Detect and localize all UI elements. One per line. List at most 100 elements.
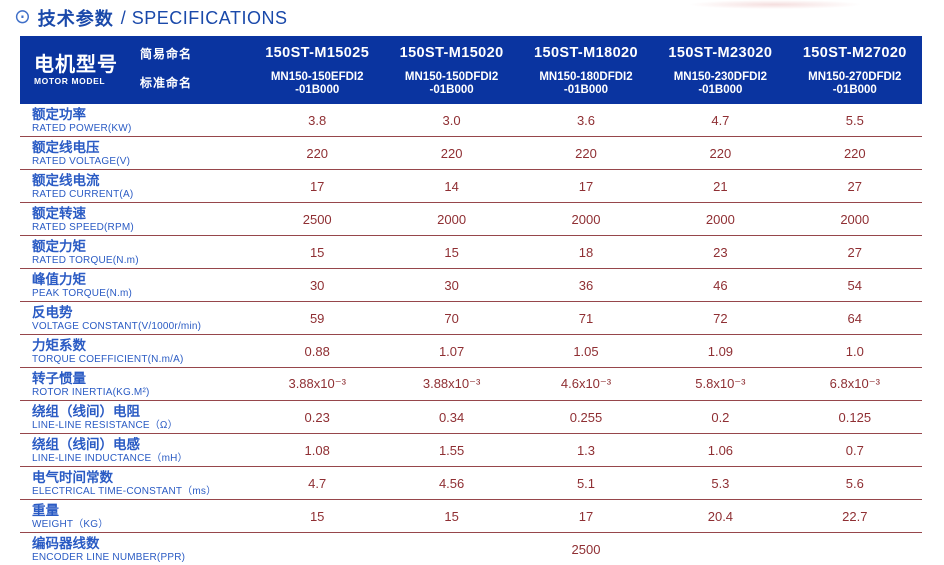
model-simple-name: 150ST-M27020 <box>802 45 907 61</box>
spec-value-cell: 0.125 <box>838 409 872 425</box>
spec-value-cell: 18 <box>578 244 594 260</box>
spec-value-cell: 27 <box>847 244 863 260</box>
spec-value-cell: 15 <box>444 244 459 260</box>
model-simple-name: 150ST-M18020 <box>534 45 638 61</box>
spec-label-zh: 绕组（线间）电阻 <box>32 404 140 419</box>
spec-label-en: RATED TORQUE(N.m) <box>32 254 139 266</box>
spec-label-en: TORQUE COEFFICIENT(N.m/A) <box>32 353 184 365</box>
spec-label-cell: 额定线电流 RATED CURRENT(A) <box>20 170 250 202</box>
spec-value-cell: 4.6x10⁻³ <box>560 376 612 391</box>
spec-value-cell: 4.7 <box>711 112 730 128</box>
table-row: 绕组（线间）电阻 LINE-LINE RESISTANCE（Ω） 0.23 0.3… <box>20 401 922 434</box>
spec-value-cell <box>384 533 518 565</box>
spec-label-zh: 额定线电压 <box>32 140 100 155</box>
simple-name-label: 简易命名 <box>140 47 193 61</box>
spec-label-en: RATED SPEED(RPM) <box>32 221 134 233</box>
spec-value-cell: 23 <box>713 244 728 260</box>
spec-value-cell: 72 <box>713 310 728 326</box>
spec-label-zh: 额定转速 <box>32 206 86 221</box>
spec-label-zh: 转子惯量 <box>32 371 86 386</box>
spec-label-en: RATED POWER(KW) <box>32 122 132 134</box>
spec-label-zh: 峰值力矩 <box>32 272 86 287</box>
table-row: 力矩系数 TORQUE COEFFICIENT(N.m/A) 0.88 1.07 1… <box>20 335 922 368</box>
spec-label-en: RATED VOLTAGE(V) <box>32 155 131 167</box>
spec-value-cell: 5.5 <box>845 112 864 128</box>
spec-value-cell: 3.88x10⁻³ <box>288 376 346 391</box>
spec-label-en: VOLTAGE CONSTANT(V/1000r/min) <box>32 320 202 332</box>
table-row: 转子惯量 ROTOR INERTIA(KG.M²) 3.88x10⁻³ 3.88x… <box>20 368 922 401</box>
table-row: 电气时间常数 ELECTRICAL TIME-CONSTANT（ms） 4.7 4… <box>20 467 922 500</box>
spec-value-cell: 3.8 <box>308 112 327 128</box>
spec-value-cell <box>788 533 922 565</box>
model-column-header: 150ST-M27020 MN150-270DFDI2 -01B000 <box>788 36 922 104</box>
spec-value-cell: 1.09 <box>707 343 734 359</box>
spec-value-cell: 0.7 <box>845 442 864 458</box>
model-standard-name: MN150-270DFDI2 -01B000 <box>808 70 902 96</box>
table-row: 额定线电压 RATED VOLTAGE(V) 220 220 220 220 220 <box>20 137 922 170</box>
specifications-table: 电机型号 MOTOR MODEL 简易命名 标准命名 150ST-M15025 … <box>20 36 922 565</box>
spec-value-cell: 0.88 <box>304 343 330 359</box>
spec-value-cell: 220 <box>306 145 329 161</box>
spec-value-cell: 3.6 <box>576 112 596 128</box>
spec-value-cell: 0.23 <box>304 409 330 425</box>
table-body: 额定功率 RATED POWER(KW) 3.8 3.0 3.6 4.7 5.5 额定线… <box>20 104 922 565</box>
spec-value-cell: 71 <box>578 310 594 326</box>
spec-label-cell: 重量 WEIGHT（KG） <box>20 500 250 532</box>
spec-label-cell: 额定线电压 RATED VOLTAGE(V) <box>20 137 250 169</box>
spec-value-cell: 4.56 <box>438 475 465 491</box>
spec-value-cell: 27 <box>847 178 863 194</box>
spec-value-cell: 15 <box>309 244 325 260</box>
spec-label-zh: 额定力矩 <box>32 239 86 254</box>
spec-label-cell: 转子惯量 ROTOR INERTIA(KG.M²) <box>20 368 250 400</box>
motor-model-title-zh: 电机型号 <box>34 54 118 76</box>
spec-value-cell: 14 <box>444 178 459 194</box>
spec-value-cell <box>653 533 787 565</box>
spec-value-cell: 1.55 <box>438 442 465 458</box>
spec-value-cell: 0.255 <box>569 409 603 425</box>
spec-value-cell: 5.6 <box>845 475 864 491</box>
table-row: 额定功率 RATED POWER(KW) 3.8 3.0 3.6 4.7 5.5 <box>20 104 922 137</box>
table-row: 编码器线数 ENCODER LINE NUMBER(PPR) 2500 <box>20 533 922 565</box>
spec-label-en: PEAK TORQUE(N.m) <box>32 287 133 299</box>
page-title-en: / SPECIFICATIONS <box>120 7 288 28</box>
spec-value-cell: 2000 <box>437 211 467 227</box>
spec-label-cell: 额定功率 RATED POWER(KW) <box>20 104 250 136</box>
model-column-header: 150ST-M23020 MN150-230DFDI2 -01B000 <box>653 36 787 104</box>
table-row: 额定转速 RATED SPEED(RPM) 2500 2000 2000 2000 20… <box>20 203 922 236</box>
spec-value-cell: 17 <box>578 508 594 524</box>
photo-edge-artifact <box>690 0 860 9</box>
spec-value-cell: 64 <box>847 310 863 326</box>
spec-value-cell: 1.06 <box>707 442 734 458</box>
motor-model-title-en: MOTOR MODEL <box>34 76 106 86</box>
spec-value-cell: 54 <box>847 277 863 293</box>
spec-value-cell: 22.7 <box>842 508 868 524</box>
table-header-row: 电机型号 MOTOR MODEL 简易命名 标准命名 150ST-M15025 … <box>20 36 922 104</box>
spec-value-cell: 30 <box>309 277 325 293</box>
spec-value-cell: 6.8x10⁻³ <box>829 376 880 391</box>
spec-label-cell: 绕组（线间）电阻 LINE-LINE RESISTANCE（Ω） <box>20 401 250 433</box>
model-column-header: 150ST-M15025 MN150-150EFDI2 -01B000 <box>250 36 384 104</box>
spec-label-cell: 力矩系数 TORQUE COEFFICIENT(N.m/A) <box>20 335 250 367</box>
table-row: 额定线电流 RATED CURRENT(A) 17 14 17 21 27 <box>20 170 922 203</box>
spec-label-en: ELECTRICAL TIME-CONSTANT（ms） <box>32 485 217 497</box>
spec-label-zh: 编码器线数 <box>32 536 100 551</box>
spec-label-en: LINE-LINE RESISTANCE（Ω） <box>32 419 178 431</box>
page-title-zh: 技术参数 <box>37 9 114 29</box>
spec-label-cell: 电气时间常数 ELECTRICAL TIME-CONSTANT（ms） <box>20 467 250 499</box>
spec-value-cell: 1.0 <box>845 343 864 359</box>
standard-name-label: 标准命名 <box>140 76 193 90</box>
table-row: 反电势 VOLTAGE CONSTANT(V/1000r/min) 59 70 71… <box>20 302 922 335</box>
model-standard-name: MN150-180DFDI2 -01B000 <box>539 70 633 96</box>
spec-label-cell: 额定力矩 RATED TORQUE(N.m) <box>20 236 250 268</box>
spec-value-cell: 5.1 <box>576 475 596 491</box>
model-standard-name: MN150-230DFDI2 -01B000 <box>673 70 768 96</box>
spec-label-en: ROTOR INERTIA(KG.M²) <box>32 386 150 398</box>
spec-value-cell: 2500 <box>302 211 332 227</box>
spec-value-cell: 5.8x10⁻³ <box>695 376 746 391</box>
spec-value-cell: 220 <box>440 145 463 161</box>
table-row: 额定力矩 RATED TORQUE(N.m) 15 15 18 23 27 <box>20 236 922 269</box>
spec-value-cell: 17 <box>309 178 325 194</box>
spec-label-en: WEIGHT（KG） <box>32 518 109 530</box>
spec-label-zh: 额定功率 <box>32 107 86 122</box>
